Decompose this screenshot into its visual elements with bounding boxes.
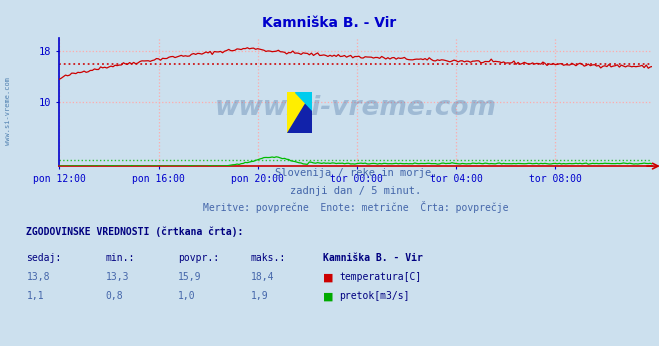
Text: Meritve: povprečne  Enote: metrične  Črta: povprečje: Meritve: povprečne Enote: metrične Črta:… [203,201,509,213]
Text: 18,4: 18,4 [250,272,274,282]
Text: Slovenija / reke in morje.: Slovenija / reke in morje. [275,169,437,179]
Text: pretok[m3/s]: pretok[m3/s] [339,291,410,301]
Text: www.si-vreme.com: www.si-vreme.com [5,77,11,145]
Text: Kamniška B. - Vir: Kamniška B. - Vir [323,253,423,263]
Text: www.si-vreme.com: www.si-vreme.com [215,95,497,121]
Text: temperatura[C]: temperatura[C] [339,272,422,282]
Text: maks.:: maks.: [250,253,285,263]
Text: 13,8: 13,8 [26,272,50,282]
Text: 1,1: 1,1 [26,291,44,301]
Text: zadnji dan / 5 minut.: zadnji dan / 5 minut. [290,186,422,196]
Text: 0,8: 0,8 [105,291,123,301]
Text: 1,9: 1,9 [250,291,268,301]
Text: sedaj:: sedaj: [26,253,61,263]
Text: 13,3: 13,3 [105,272,129,282]
Text: 15,9: 15,9 [178,272,202,282]
Text: Kamniška B. - Vir: Kamniška B. - Vir [262,16,397,29]
Polygon shape [287,92,312,133]
Text: povpr.:: povpr.: [178,253,219,263]
Polygon shape [287,92,312,133]
Text: 1,0: 1,0 [178,291,196,301]
Text: ■: ■ [323,291,333,301]
Text: ZGODOVINSKE VREDNOSTI (črtkana črta):: ZGODOVINSKE VREDNOSTI (črtkana črta): [26,227,244,237]
Text: ■: ■ [323,272,333,282]
Text: min.:: min.: [105,253,135,263]
Polygon shape [295,92,312,110]
